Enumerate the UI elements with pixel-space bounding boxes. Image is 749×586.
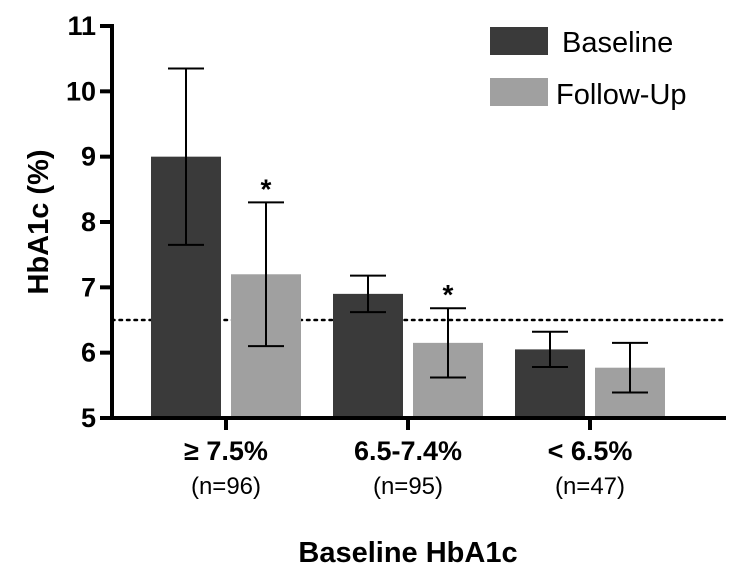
x-category-sublabel-1: (n=95) (373, 473, 443, 500)
y-tick-label-11: 11 (67, 11, 96, 41)
plot-area: * * 5 6 7 8 9 10 11 ≥ 7.5% (n=96) 6.5-7.4% (n=95) < 6… (66, 11, 728, 500)
y-axis-title: HbA1c (%) (23, 149, 55, 294)
y-tick-label-8: 8 (81, 207, 96, 237)
y-tick-label-7: 7 (81, 272, 96, 302)
legend-swatch-baseline (490, 27, 548, 55)
significance-marker-0: * (261, 173, 272, 204)
x-category-label-0: ≥ 7.5% (184, 436, 268, 466)
legend-label-follow-up: Follow-Up (556, 79, 687, 111)
x-category-sublabel-0: (n=96) (191, 473, 261, 500)
legend-swatch-follow-up (490, 78, 548, 106)
legend-label-baseline: Baseline (562, 27, 673, 59)
y-tick-label-9: 9 (81, 142, 96, 172)
x-category-label-2: < 6.5% (548, 436, 633, 466)
y-tick-label-10: 10 (66, 76, 96, 106)
bar-baseline-1 (333, 293, 403, 418)
x-category-sublabel-2: (n=47) (555, 473, 625, 500)
y-tick-label-5: 5 (81, 403, 96, 433)
y-tick-label-6: 6 (81, 338, 96, 368)
x-axis-title: Baseline HbA1c (298, 537, 517, 569)
x-category-label-1: 6.5-7.4% (354, 436, 462, 466)
legend: Baseline Follow-Up (490, 27, 687, 111)
significance-marker-1: * (443, 279, 454, 310)
